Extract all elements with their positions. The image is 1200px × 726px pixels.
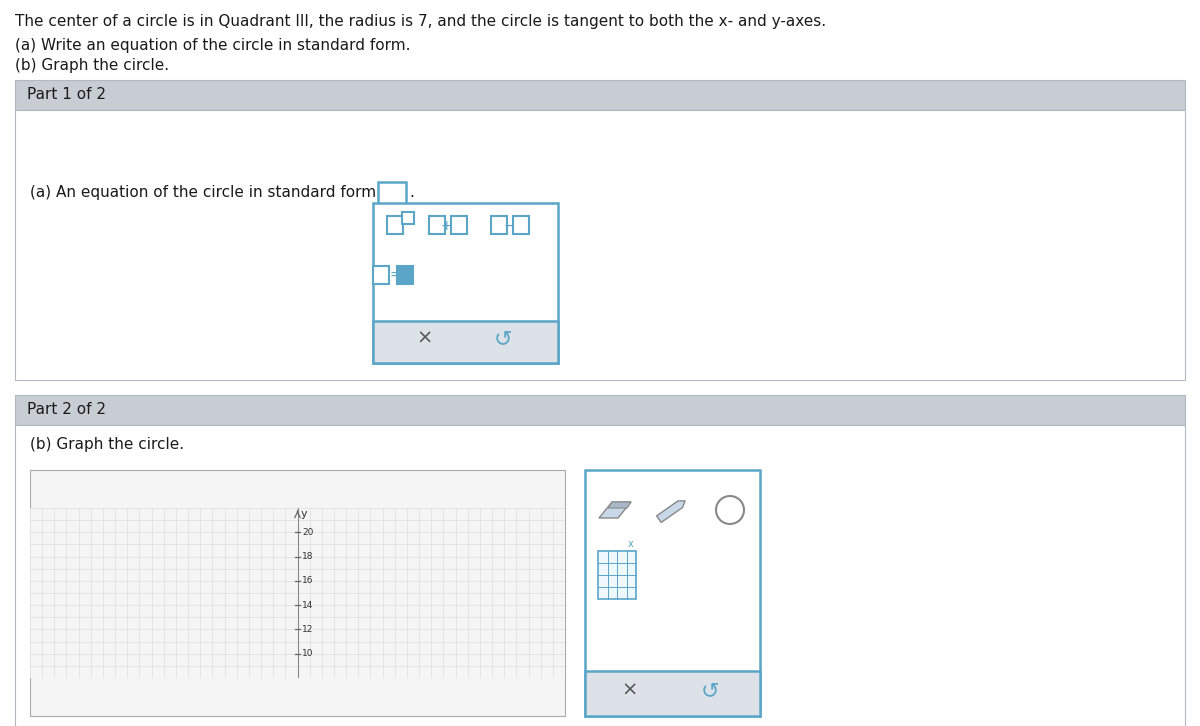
Bar	[378, 182, 406, 206]
Text: .: .	[409, 185, 414, 200]
Bar	[598, 551, 636, 599]
Polygon shape	[608, 502, 631, 508]
Text: Part 2 of 2: Part 2 of 2	[28, 402, 106, 417]
Text: ×: ×	[416, 329, 433, 348]
Text: x: x	[628, 539, 634, 549]
Text: y: y	[301, 509, 307, 519]
Text: ↺: ↺	[701, 681, 719, 701]
Bar	[386, 216, 403, 234]
Bar	[430, 216, 445, 234]
Text: (b) Graph the circle.: (b) Graph the circle.	[30, 437, 184, 452]
Text: The center of a circle is in Quadrant III, the radius is 7, and the circle is ta: The center of a circle is in Quadrant II…	[14, 14, 826, 29]
Polygon shape	[599, 502, 631, 518]
Text: +: +	[440, 219, 452, 233]
Text: (a) An equation of the circle in standard form is: (a) An equation of the circle in standar…	[30, 185, 394, 200]
Bar	[30, 470, 565, 716]
Polygon shape	[656, 501, 685, 523]
Bar	[373, 203, 558, 363]
Bar	[586, 470, 760, 716]
Bar	[373, 266, 389, 284]
Bar	[14, 80, 1186, 110]
Text: Part 1 of 2: Part 1 of 2	[28, 87, 106, 102]
Text: 10: 10	[302, 649, 314, 658]
Bar	[586, 671, 760, 716]
Text: ×: ×	[622, 681, 638, 700]
Text: 12: 12	[302, 625, 313, 634]
Bar	[451, 216, 467, 234]
Text: 20: 20	[302, 528, 313, 537]
Text: (b) Graph the circle.: (b) Graph the circle.	[14, 58, 169, 73]
Bar	[514, 216, 529, 234]
Text: 18: 18	[302, 552, 314, 561]
Text: 14: 14	[302, 600, 313, 610]
Text: 16: 16	[302, 576, 314, 585]
Text: −: −	[503, 219, 515, 233]
Bar	[402, 212, 414, 224]
Bar	[373, 321, 558, 363]
Bar	[397, 266, 413, 284]
Text: (a) Write an equation of the circle in standard form.: (a) Write an equation of the circle in s…	[14, 38, 410, 53]
Bar	[14, 395, 1186, 425]
Text: =: =	[389, 269, 401, 283]
Bar	[14, 110, 1186, 380]
Text: ↺: ↺	[493, 329, 512, 349]
Bar	[14, 425, 1186, 726]
Bar	[491, 216, 508, 234]
